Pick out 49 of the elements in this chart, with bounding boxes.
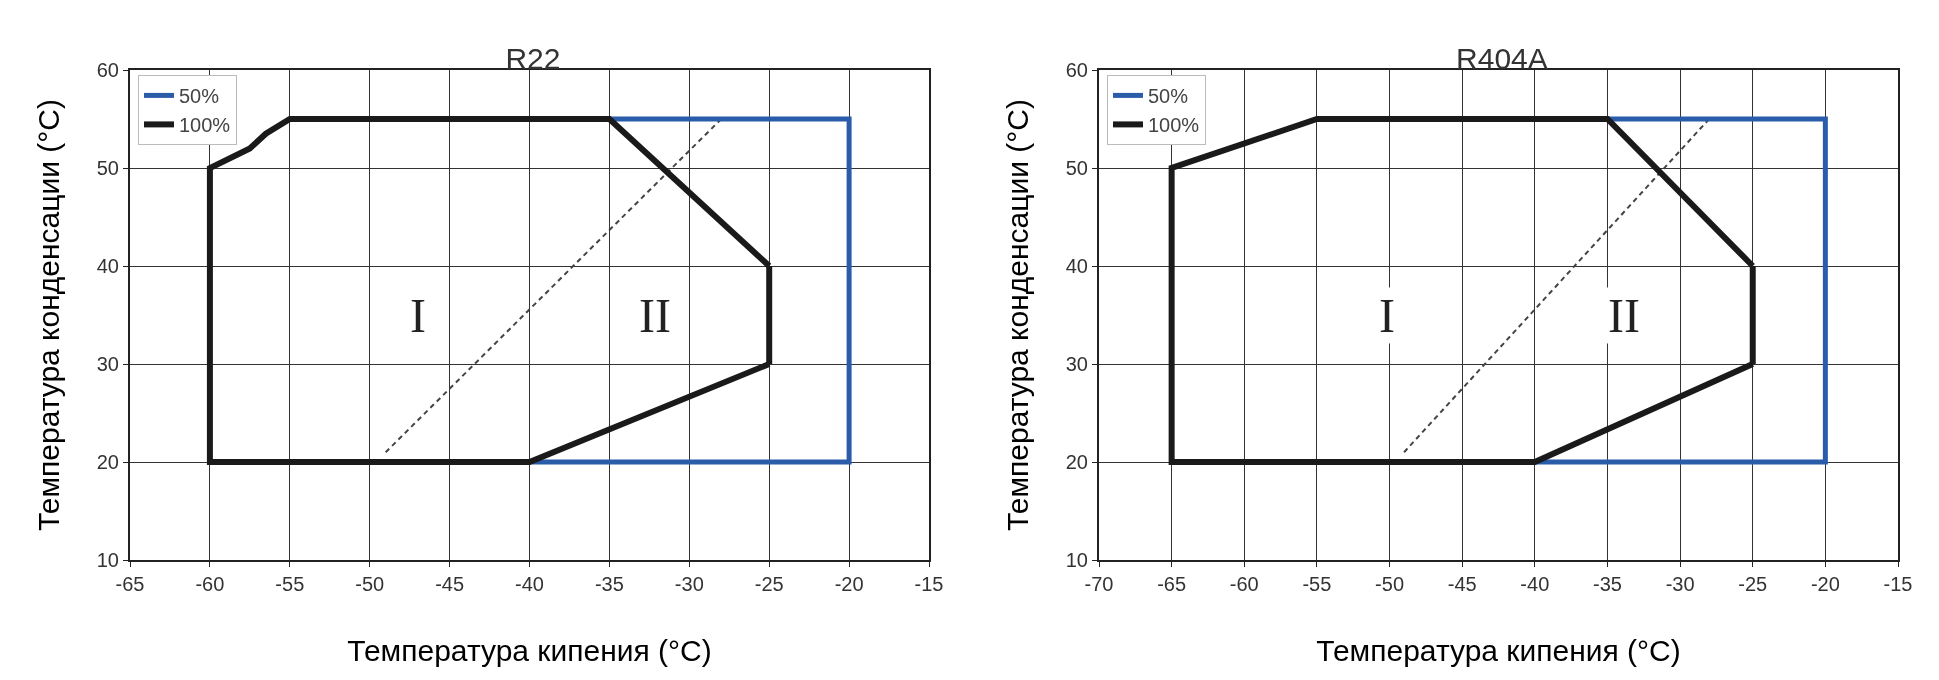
x-tick-label: -15: [1883, 573, 1913, 595]
legend-label: 100%: [1147, 114, 1200, 137]
x-tick-label: -65: [1157, 573, 1187, 595]
y-tick-label: 30: [96, 353, 119, 375]
x-tick-label: -55: [275, 573, 305, 595]
x-tick-label: -15: [914, 573, 944, 595]
x-tick-label: -55: [1302, 573, 1332, 595]
x-tick-label: -60: [1229, 573, 1259, 595]
x-tick-label: -65: [115, 573, 145, 595]
y-tick-label: 30: [1065, 353, 1088, 375]
y-axis-title: Температура конденсации (°C): [1001, 99, 1034, 531]
annotation: I: [1379, 289, 1395, 342]
annotation: I: [410, 289, 426, 342]
x-tick-label: -70: [1084, 573, 1114, 595]
x-tick-label: -25: [754, 573, 784, 595]
y-tick-label: 10: [1065, 549, 1088, 571]
y-tick-label: 60: [1065, 59, 1088, 81]
annotation: II: [639, 289, 671, 342]
x-axis-title: Температура кипения (°C): [347, 634, 712, 667]
x-tick-label: -30: [1665, 573, 1695, 595]
x-tick-label: -45: [1447, 573, 1477, 595]
legend-label: 100%: [178, 114, 231, 137]
y-tick-label: 50: [1065, 157, 1088, 179]
x-tick-label: -50: [355, 573, 385, 595]
y-tick-label: 50: [96, 157, 119, 179]
chart-title: R404A: [1456, 41, 1548, 75]
x-axis-title: Температура кипения (°C): [1316, 634, 1681, 667]
x-tick-label: -45: [435, 573, 465, 595]
y-tick-label: 20: [1065, 451, 1088, 473]
x-tick-label: -60: [195, 573, 225, 595]
y-tick-label: 20: [96, 451, 119, 473]
legend-label: 50%: [178, 85, 220, 108]
x-tick-label: -20: [834, 573, 864, 595]
x-tick-label: -40: [515, 573, 544, 595]
x-tick-label: -40: [1520, 573, 1550, 595]
y-tick-label: 40: [1065, 255, 1088, 277]
y-axis-title: Температура конденсации (°C): [32, 99, 65, 531]
legend-label: 50%: [1147, 85, 1189, 108]
x-tick-label: -35: [594, 573, 624, 595]
y-tick-label: 10: [96, 549, 119, 571]
y-tick-label: 60: [96, 59, 119, 81]
x-tick-label: -20: [1810, 573, 1840, 595]
chart-title: R22: [505, 41, 561, 75]
x-tick-label: -35: [1593, 573, 1622, 595]
x-tick-label: -50: [1375, 573, 1404, 595]
x-tick-label: -25: [1738, 573, 1768, 595]
annotation: II: [1608, 289, 1640, 342]
y-tick-label: 40: [96, 255, 119, 277]
x-tick-label: -30: [674, 573, 704, 595]
